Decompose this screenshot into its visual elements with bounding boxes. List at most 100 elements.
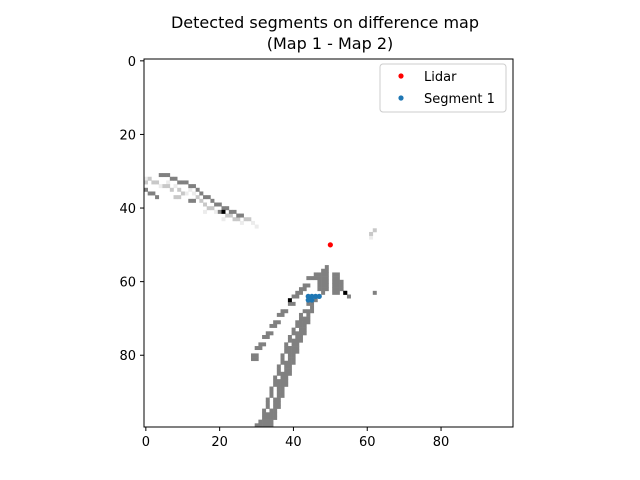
heatmap-cell (306, 276, 311, 281)
heatmap-cell (276, 379, 281, 384)
heatmap-cell (262, 342, 267, 347)
heatmap-cell (273, 375, 278, 380)
heatmap-cell (276, 393, 281, 398)
heatmap-cell (295, 320, 300, 325)
heatmap-cell (191, 184, 196, 189)
heatmap-cell (258, 342, 263, 347)
heatmap-cell (310, 301, 315, 306)
heatmap-cell (284, 309, 289, 314)
heatmap-cell (210, 206, 215, 211)
heatmap-cell (251, 353, 255, 358)
heatmap-cell (273, 401, 278, 406)
heatmap-cell (188, 184, 193, 189)
heatmap-cell (324, 265, 329, 270)
heatmap-cell (206, 206, 211, 211)
legend: Lidar Segment 1 (379, 63, 507, 113)
heatmap-cell (302, 283, 307, 288)
heatmap-cell (339, 279, 344, 284)
heatmap-cell (291, 349, 296, 354)
heatmap-cell (369, 235, 374, 240)
legend-lidar-label: Lidar (424, 70, 457, 85)
heatmap-cell (184, 191, 189, 196)
heatmap-cell (302, 327, 307, 332)
heatmap-cell (273, 323, 278, 328)
heatmap-cell (287, 301, 292, 306)
heatmap-cell (276, 404, 281, 409)
heatmap-cell (247, 217, 252, 222)
heatmap-cell (217, 209, 222, 214)
segment1-point (309, 297, 315, 303)
heatmap-cell (291, 294, 296, 299)
heatmap-cell (287, 353, 292, 358)
heatmap-cell (287, 335, 292, 339)
heatmap-cell (298, 312, 303, 317)
heatmap-cell (273, 404, 278, 409)
heatmap-cell (265, 404, 270, 409)
heatmap-cell (302, 287, 307, 292)
heatmap-cell (177, 180, 182, 185)
heatmap-cell (236, 213, 241, 218)
heatmap-cell (221, 209, 226, 214)
heatmap-cell (284, 368, 289, 373)
heatmap-cell (265, 335, 270, 339)
heatmap-cell (177, 195, 182, 200)
heatmap-cell (276, 397, 281, 402)
scatter-markers (305, 242, 333, 303)
heatmap-cell (321, 287, 326, 292)
heatmap-cell (302, 309, 307, 314)
heatmap-cell (269, 386, 274, 391)
heatmap-cell (173, 195, 178, 200)
heatmap-cell (232, 217, 237, 222)
legend-lidar-marker (398, 73, 404, 79)
heatmap-cell (280, 386, 285, 391)
heatmap-cell (321, 276, 326, 281)
heatmap-cell (324, 268, 329, 273)
heatmap-cell (243, 217, 248, 222)
heatmap-cell (273, 320, 278, 325)
heatmap-cell (269, 419, 274, 424)
heatmap-cell (346, 294, 351, 299)
heatmap-cell (276, 386, 281, 391)
heatmap-cell (180, 180, 185, 185)
heatmap-cell (324, 276, 329, 281)
heatmap-cell (273, 412, 278, 417)
heatmap-cell (265, 415, 270, 420)
heatmap-cell (291, 353, 296, 358)
heatmap-cell (158, 184, 163, 189)
heatmap-cell (236, 217, 241, 222)
heatmap-cell (339, 283, 344, 288)
heatmap-cell (280, 312, 285, 317)
heatmap-cell (306, 283, 311, 288)
heatmap-cell (317, 276, 322, 281)
heatmap-cell (287, 298, 292, 303)
heatmap-cell (221, 217, 226, 222)
heatmap-cell (166, 184, 171, 189)
plot-frame (143, 58, 514, 428)
x-tick-label: 0 (142, 435, 150, 450)
heatmap-cell (173, 184, 178, 189)
heatmap-cell (284, 346, 289, 351)
heatmap-cell (313, 272, 318, 277)
segment1-point (312, 293, 319, 299)
heatmap-cell (332, 290, 337, 295)
heatmap-cell (210, 198, 215, 203)
heatmap-cell (287, 368, 292, 373)
legend-segment1-marker (398, 95, 404, 101)
heatmap-cell (284, 371, 289, 376)
heatmap-cell (254, 357, 259, 362)
heatmap-cell (302, 316, 307, 321)
heatmap-cell (291, 327, 296, 332)
heatmap-cell (335, 276, 340, 281)
heatmap-cell (269, 423, 274, 428)
heatmap-cell (291, 346, 296, 351)
heatmap-cell (265, 331, 270, 336)
heatmap-cell (295, 290, 300, 295)
heatmap-cell (321, 283, 326, 288)
heatmap-cell (262, 415, 267, 420)
heatmap-cell (180, 191, 185, 196)
heatmap-cell (321, 272, 326, 277)
heatmap-cell (302, 323, 307, 328)
heatmap-cell (269, 393, 274, 398)
heatmap-cell (188, 198, 193, 203)
heatmap-cell (276, 312, 281, 317)
